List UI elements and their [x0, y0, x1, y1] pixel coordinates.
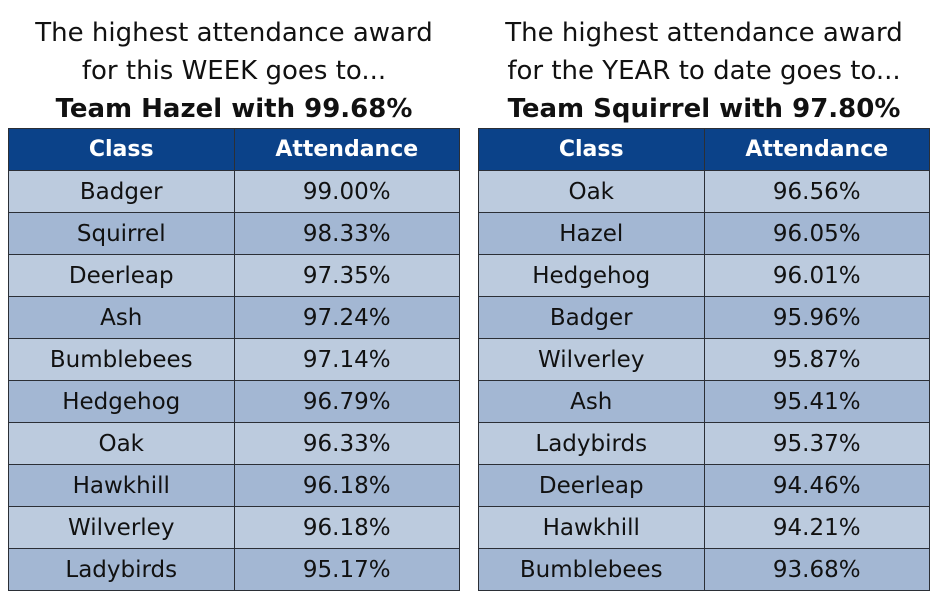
table-row: Bumblebees 97.14%: [8, 338, 460, 381]
yearly-heading-line-1: The highest attendance award: [505, 18, 903, 48]
class-name-cell: Oak: [8, 422, 235, 465]
table-row: Wilverley 96.18%: [8, 506, 460, 549]
attendance-cell: 96.33%: [233, 422, 460, 465]
attendance-cell: 96.01%: [703, 254, 930, 297]
attendance-cell: 97.35%: [233, 254, 460, 297]
weekly-attendance-table: Class Attendance Badger 99.00% Squirrel 98.…: [8, 128, 460, 591]
weekly-heading-line-2: for this WEEK goes to...: [81, 56, 387, 86]
class-name-cell: Hazel: [478, 212, 705, 255]
attendance-cell: 96.05%: [703, 212, 930, 255]
table-header-row: Class Attendance: [478, 128, 930, 171]
table-row: Ladybirds 95.17%: [8, 548, 460, 591]
table-row: Hazel 96.05%: [478, 212, 930, 255]
attendance-cell: 99.00%: [233, 170, 460, 213]
table-row: Deerleap 94.46%: [478, 464, 930, 507]
class-name-cell: Deerleap: [8, 254, 235, 297]
class-name-cell: Ash: [478, 380, 705, 423]
class-name-cell: Badger: [8, 170, 235, 213]
weekly-winner: Team Hazel with 99.68%: [55, 94, 413, 124]
weekly-table-body: Badger 99.00% Squirrel 98.33% Deerleap 97.35%…: [8, 170, 460, 591]
table-row: Squirrel 98.33%: [8, 212, 460, 255]
table-row: Hedgehog 96.79%: [8, 380, 460, 423]
yearly-table-body: Oak 96.56% Hazel 96.05% Hedgehog 96.01% Badger…: [478, 170, 930, 591]
yearly-award-heading: The highest attendance award for the YEA…: [478, 0, 930, 128]
attendance-cell: 97.14%: [233, 338, 460, 381]
yearly-award-panel: The highest attendance award for the YEA…: [478, 0, 930, 591]
table-row: Wilverley 95.87%: [478, 338, 930, 381]
class-name-cell: Squirrel: [8, 212, 235, 255]
yearly-heading-line-2: for the YEAR to date goes to...: [507, 56, 901, 86]
table-row: Hawkhill 96.18%: [8, 464, 460, 507]
weekly-award-panel: The highest attendance award for this WE…: [8, 0, 460, 591]
class-name-cell: Oak: [478, 170, 705, 213]
class-name-cell: Bumblebees: [8, 338, 235, 381]
attendance-cell: 94.46%: [703, 464, 930, 507]
table-row: Ash 95.41%: [478, 380, 930, 423]
class-name-cell: Badger: [478, 296, 705, 339]
attendance-cell: 96.56%: [703, 170, 930, 213]
table-row: Badger 95.96%: [478, 296, 930, 339]
class-name-cell: Wilverley: [8, 506, 235, 549]
table-row: Badger 99.00%: [8, 170, 460, 213]
attendance-cell: 94.21%: [703, 506, 930, 549]
class-name-cell: Ladybirds: [478, 422, 705, 465]
yearly-winner: Team Squirrel with 97.80%: [507, 94, 901, 124]
table-row: Hedgehog 96.01%: [478, 254, 930, 297]
weekly-award-heading: The highest attendance award for this WE…: [8, 0, 460, 128]
attendance-cell: 95.41%: [703, 380, 930, 423]
class-name-cell: Hedgehog: [8, 380, 235, 423]
table-row: Ash 97.24%: [8, 296, 460, 339]
table-row: Deerleap 97.35%: [8, 254, 460, 297]
class-name-cell: Hedgehog: [478, 254, 705, 297]
attendance-cell: 96.18%: [233, 464, 460, 507]
attendance-cell: 96.18%: [233, 506, 460, 549]
table-row: Oak 96.33%: [8, 422, 460, 465]
attendance-cell: 96.79%: [233, 380, 460, 423]
column-header-attendance: Attendance: [703, 128, 930, 171]
class-name-cell: Deerleap: [478, 464, 705, 507]
table-row: Oak 96.56%: [478, 170, 930, 213]
attendance-cell: 95.17%: [233, 548, 460, 591]
attendance-cell: 95.87%: [703, 338, 930, 381]
yearly-attendance-table: Class Attendance Oak 96.56% Hazel 96.05% Hed…: [478, 128, 930, 591]
weekly-heading-line-1: The highest attendance award: [35, 18, 433, 48]
table-row: Hawkhill 94.21%: [478, 506, 930, 549]
attendance-cell: 93.68%: [703, 548, 930, 591]
class-name-cell: Hawkhill: [478, 506, 705, 549]
class-name-cell: Hawkhill: [8, 464, 235, 507]
column-header-class: Class: [8, 128, 235, 171]
table-header-row: Class Attendance: [8, 128, 460, 171]
class-name-cell: Wilverley: [478, 338, 705, 381]
attendance-cell: 95.96%: [703, 296, 930, 339]
class-name-cell: Bumblebees: [478, 548, 705, 591]
table-row: Ladybirds 95.37%: [478, 422, 930, 465]
attendance-cell: 97.24%: [233, 296, 460, 339]
table-row: Bumblebees 93.68%: [478, 548, 930, 591]
class-name-cell: Ash: [8, 296, 235, 339]
attendance-cell: 98.33%: [233, 212, 460, 255]
attendance-cell: 95.37%: [703, 422, 930, 465]
column-header-class: Class: [478, 128, 705, 171]
class-name-cell: Ladybirds: [8, 548, 235, 591]
column-header-attendance: Attendance: [233, 128, 460, 171]
